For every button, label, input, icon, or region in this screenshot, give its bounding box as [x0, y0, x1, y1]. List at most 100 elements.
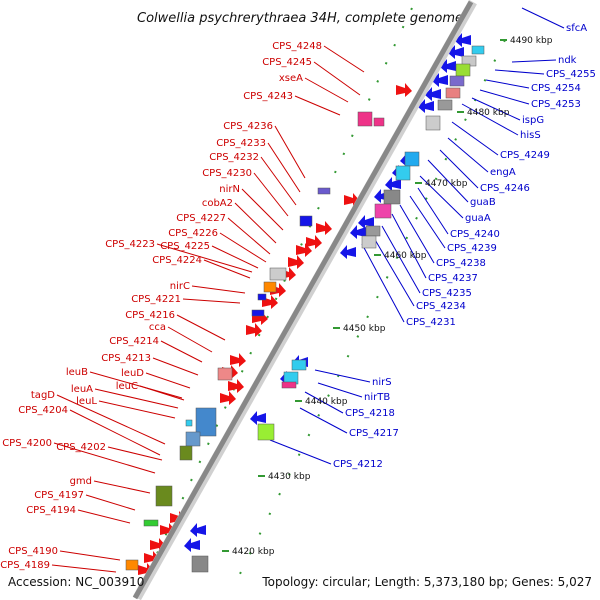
- gene-arrow[interactable]: [316, 221, 332, 235]
- gene-arrow[interactable]: [220, 391, 236, 405]
- gene-block[interactable]: [257, 293, 267, 301]
- gene-block[interactable]: [195, 407, 217, 437]
- gene-block[interactable]: [155, 485, 173, 507]
- gene-block[interactable]: [357, 111, 373, 127]
- gene-label-leub[interactable]: leuB: [66, 367, 88, 378]
- gene-arrow[interactable]: [396, 83, 412, 97]
- gene-label-cps_4226[interactable]: CPS_4226: [168, 228, 218, 239]
- gene-label-ispg[interactable]: ispG: [522, 115, 544, 126]
- gene-label-cps_4212[interactable]: CPS_4212: [333, 459, 383, 470]
- gene-label-cps_4236[interactable]: CPS_4236: [223, 121, 273, 132]
- gene-block[interactable]: [383, 189, 401, 205]
- gene-label-cca[interactable]: cca: [149, 322, 166, 333]
- gene-label-cps_4240[interactable]: CPS_4240: [450, 229, 500, 240]
- gene-label-tagd[interactable]: tagD: [31, 390, 55, 401]
- gene-label-leua[interactable]: leuA: [71, 384, 93, 395]
- gene-block[interactable]: [185, 431, 201, 447]
- gene-label-enga[interactable]: engA: [490, 167, 516, 178]
- gene-block[interactable]: [471, 45, 485, 55]
- gene-label-guab[interactable]: guaB: [470, 197, 496, 208]
- gene-block[interactable]: [449, 75, 465, 87]
- gene-label-cps_4231[interactable]: CPS_4231: [406, 317, 456, 328]
- gene-block[interactable]: [299, 215, 313, 227]
- gene-arrow[interactable]: [190, 523, 206, 537]
- gene-block[interactable]: [257, 423, 275, 441]
- gene-arrow[interactable]: [358, 215, 374, 229]
- gene-label-leuc[interactable]: leuC: [116, 381, 138, 392]
- gene-block[interactable]: [179, 445, 193, 461]
- gene-label-leul[interactable]: leuL: [76, 396, 97, 407]
- gene-block[interactable]: [437, 99, 453, 111]
- gene-arrow[interactable]: [228, 379, 244, 393]
- gene-label-nirn[interactable]: nirN: [219, 184, 240, 195]
- gene-block[interactable]: [191, 555, 209, 573]
- gene-label-nirtb[interactable]: nirTB: [364, 392, 390, 403]
- gene-label-cps_4253[interactable]: CPS_4253: [531, 99, 581, 110]
- gene-label-leud[interactable]: leuD: [121, 368, 144, 379]
- gene-arrow[interactable]: [418, 99, 434, 113]
- gene-label-coba2[interactable]: cobA2: [202, 198, 233, 209]
- gene-arrow[interactable]: [455, 33, 471, 47]
- gene-label-cps_4221[interactable]: CPS_4221: [131, 294, 181, 305]
- gene-label-cps_4227[interactable]: CPS_4227: [176, 213, 226, 224]
- gene-label-ndk[interactable]: ndk: [558, 55, 577, 66]
- gene-label-cps_4248[interactable]: CPS_4248: [272, 41, 322, 52]
- gene-label-cps_4190[interactable]: CPS_4190: [8, 546, 58, 557]
- gene-block[interactable]: [143, 519, 159, 527]
- gene-arrow[interactable]: [385, 177, 401, 191]
- gene-label-cps_4246[interactable]: CPS_4246: [480, 183, 530, 194]
- gene-label-gmd[interactable]: gmd: [70, 476, 92, 487]
- gene-block[interactable]: [395, 165, 411, 181]
- gene-label-nirs[interactable]: nirS: [372, 377, 392, 388]
- gene-arrow[interactable]: [306, 235, 322, 249]
- gene-block[interactable]: [361, 235, 377, 249]
- gene-label-cps_4249[interactable]: CPS_4249: [500, 150, 550, 161]
- gene-block[interactable]: [404, 151, 420, 167]
- gene-label-cps_4245[interactable]: CPS_4245: [262, 57, 312, 68]
- gene-label-cps_4224[interactable]: CPS_4224: [152, 255, 202, 266]
- gene-label-cps_4214[interactable]: CPS_4214: [109, 336, 159, 347]
- gene-label-hiss[interactable]: hisS: [520, 130, 541, 141]
- gene-label-cps_4233[interactable]: CPS_4233: [216, 138, 266, 149]
- gene-label-xsea[interactable]: xseA: [279, 73, 303, 84]
- gene-block[interactable]: [281, 381, 297, 389]
- gene-block[interactable]: [455, 63, 471, 77]
- gene-block[interactable]: [291, 359, 307, 371]
- gene-block[interactable]: [263, 281, 277, 293]
- gene-block[interactable]: [373, 117, 385, 127]
- gene-block[interactable]: [374, 203, 392, 219]
- gene-arrow[interactable]: [448, 45, 464, 59]
- gene-label-sfca[interactable]: sfcA: [566, 23, 587, 34]
- gene-label-cps_4216[interactable]: CPS_4216: [125, 310, 175, 321]
- gene-label-cps_4194[interactable]: CPS_4194: [26, 505, 76, 516]
- gene-arrow[interactable]: [296, 243, 312, 257]
- gene-label-cps_4255[interactable]: CPS_4255: [546, 69, 596, 80]
- gene-label-cps_4223[interactable]: CPS_4223: [105, 239, 155, 250]
- gene-label-cps_4235[interactable]: CPS_4235: [422, 288, 472, 299]
- gene-label-cps_4217[interactable]: CPS_4217: [349, 428, 399, 439]
- gene-block[interactable]: [317, 187, 331, 195]
- gene-label-nirc[interactable]: nirC: [170, 281, 190, 292]
- gene-arrow[interactable]: [288, 255, 304, 269]
- gene-arrow[interactable]: [184, 538, 200, 552]
- gene-label-cps_4238[interactable]: CPS_4238: [436, 258, 486, 269]
- gene-block[interactable]: [217, 367, 233, 381]
- gene-label-cps_4202[interactable]: CPS_4202: [56, 442, 106, 453]
- gene-block[interactable]: [185, 419, 193, 427]
- gene-arrow[interactable]: [250, 411, 266, 425]
- gene-arrow[interactable]: [425, 87, 441, 101]
- gene-block[interactable]: [365, 225, 381, 237]
- gene-label-cps_4204[interactable]: CPS_4204: [18, 405, 68, 416]
- gene-block[interactable]: [269, 267, 287, 281]
- gene-label-cps_4189[interactable]: CPS_4189: [0, 560, 50, 571]
- gene-label-guaa[interactable]: guaA: [465, 213, 491, 224]
- gene-label-cps_4213[interactable]: CPS_4213: [101, 353, 151, 364]
- gene-label-cps_4200[interactable]: CPS_4200: [2, 438, 52, 449]
- gene-label-cps_4234[interactable]: CPS_4234: [416, 301, 466, 312]
- gene-label-cps_4230[interactable]: CPS_4230: [202, 168, 252, 179]
- gene-arrow[interactable]: [340, 245, 356, 259]
- gene-label-cps_4197[interactable]: CPS_4197: [34, 490, 84, 501]
- gene-arrow[interactable]: [246, 323, 262, 337]
- gene-label-cps_4232[interactable]: CPS_4232: [209, 152, 259, 163]
- gene-label-cps_4243[interactable]: CPS_4243: [243, 91, 293, 102]
